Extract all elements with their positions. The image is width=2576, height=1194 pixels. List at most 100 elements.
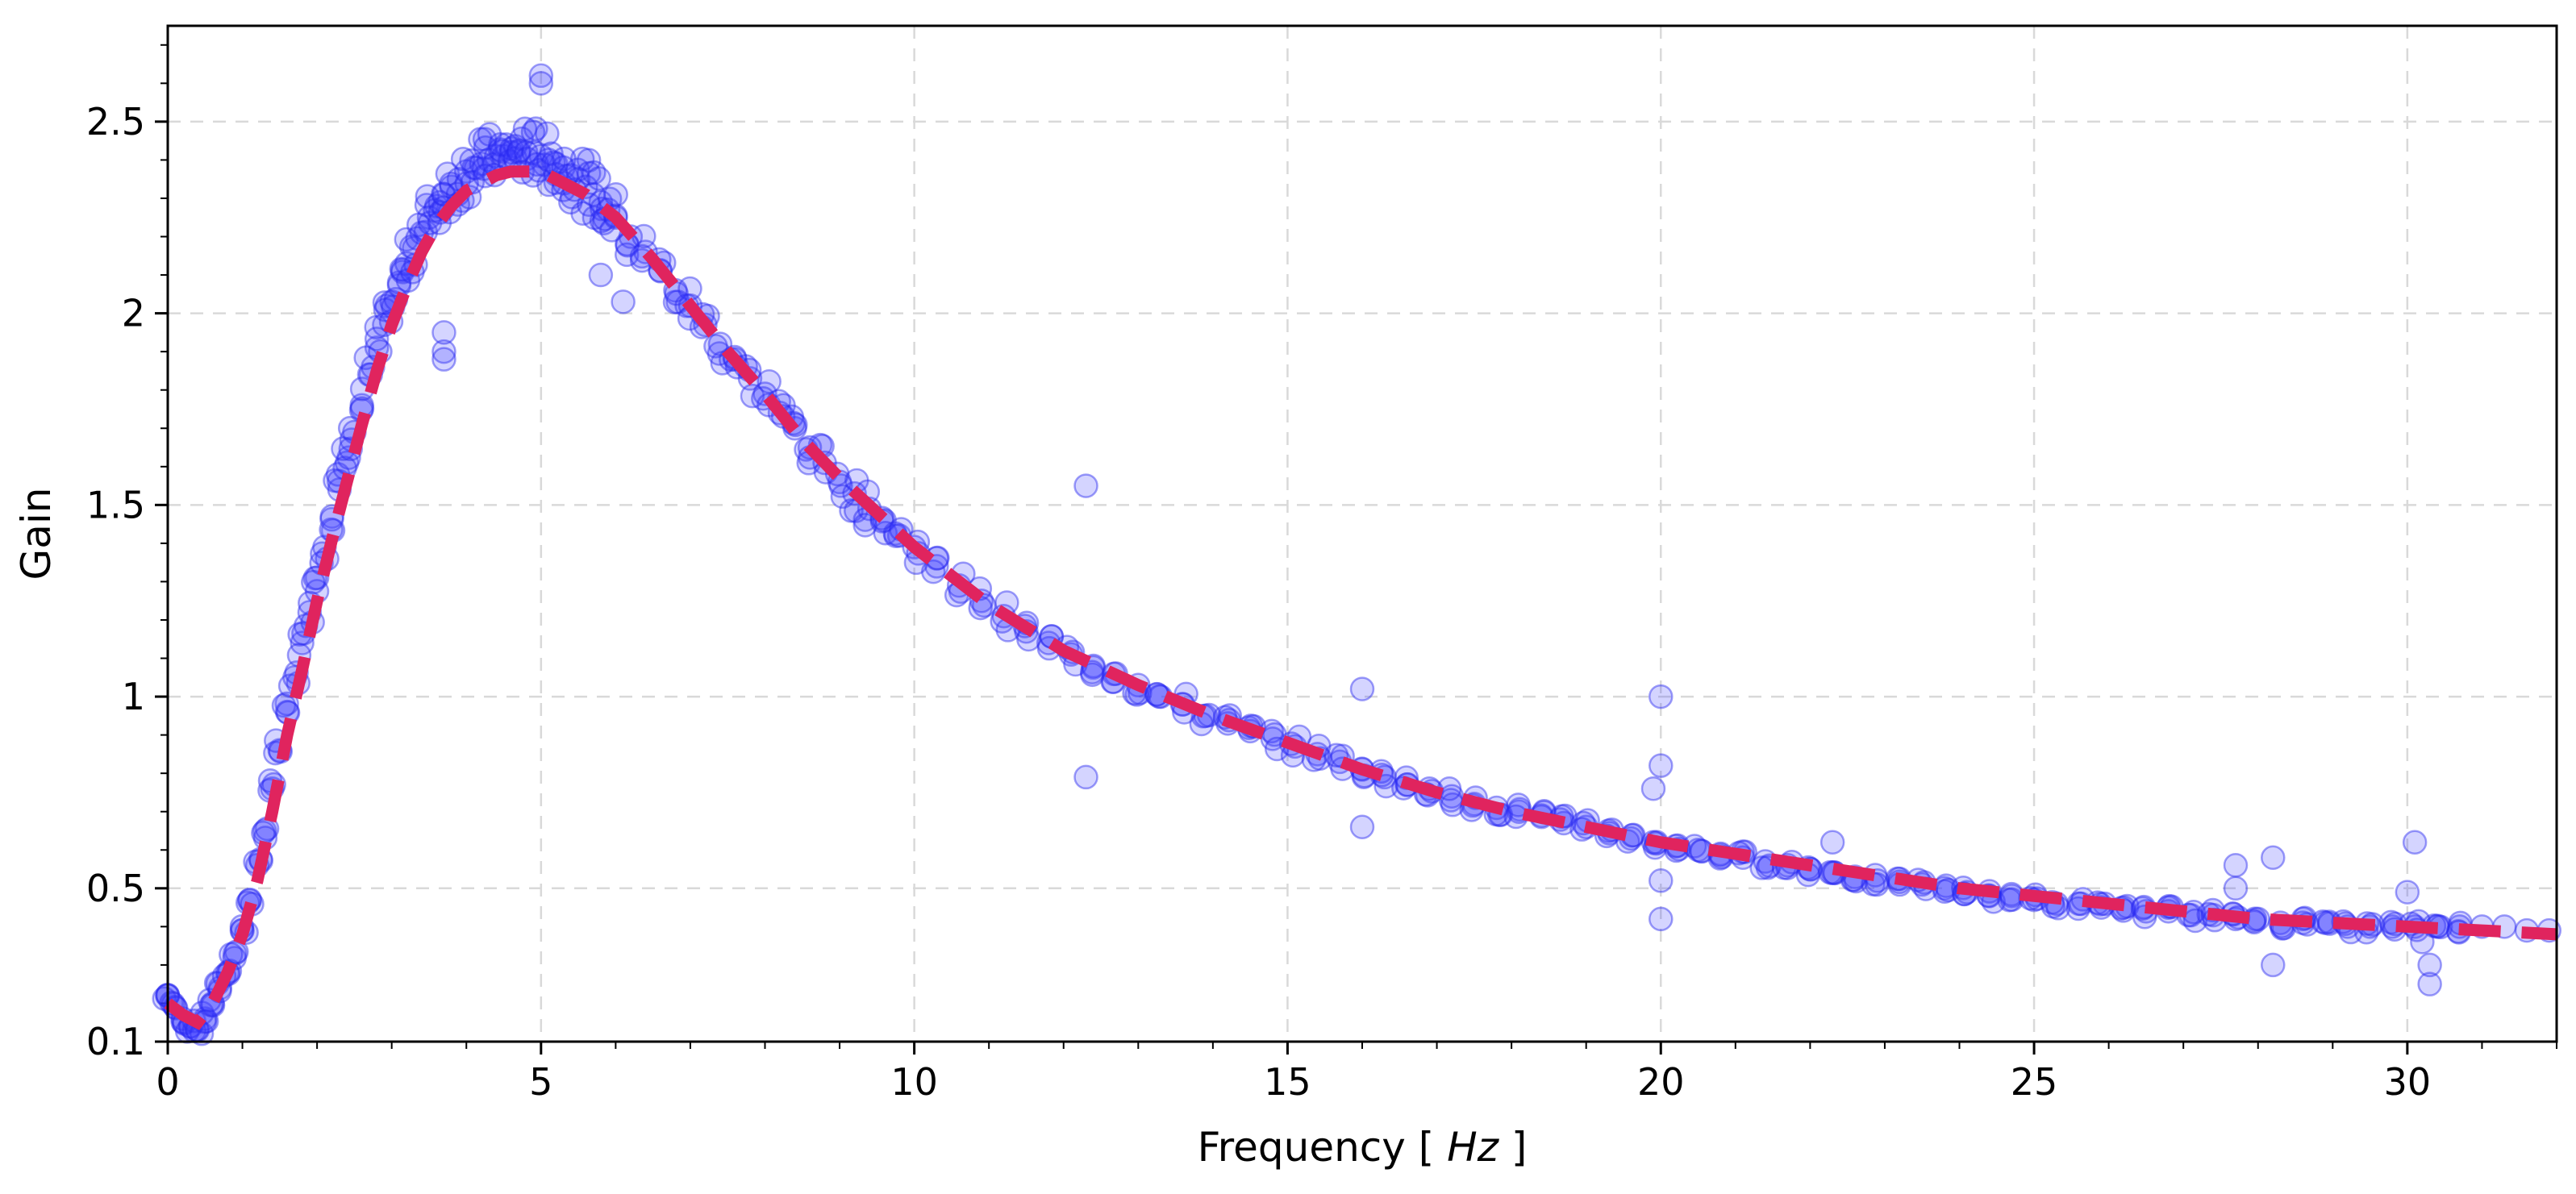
scatter-point [498, 139, 524, 165]
scatter-point [2395, 880, 2420, 905]
scatter-point [488, 132, 513, 157]
scatter-point [703, 334, 728, 359]
scatter-point [921, 559, 946, 585]
scatter-point [539, 141, 564, 166]
scatter-point [576, 148, 602, 173]
scatter-point [1649, 868, 1674, 893]
scatter-point [435, 161, 461, 186]
scatter-point [469, 151, 494, 177]
scatter-point [586, 166, 611, 191]
scatter-point [301, 569, 326, 595]
scatter-point [1073, 473, 1098, 498]
scatter-point [2410, 930, 2435, 955]
scatter-point [473, 135, 498, 160]
x-tick-label: 10 [890, 1060, 938, 1104]
scatter-point [274, 691, 299, 717]
scatter-point [581, 160, 606, 185]
scatter-point [757, 368, 782, 394]
scatter-point [364, 327, 390, 352]
x-axis-ticks: 0 5 10 15 20 25 30 [156, 1042, 2431, 1104]
scatter-point [439, 171, 464, 197]
scatter-point [1349, 676, 1375, 701]
scatter-point [502, 134, 528, 159]
fit-curve-line [164, 165, 2557, 1030]
scatter-point [588, 262, 614, 288]
x-axis-label: Frequency [ Hz ] [1198, 1124, 1528, 1171]
x-tick-label: 5 [529, 1060, 552, 1104]
scatter-point [2402, 830, 2428, 855]
scatter-point [528, 71, 554, 96]
scatter-point [536, 148, 561, 173]
scatter-point [417, 210, 443, 235]
scatter-point [603, 182, 628, 207]
scatter-point [476, 148, 502, 173]
scatter-point [461, 155, 486, 181]
scatter-point [565, 157, 590, 183]
scatter-point [570, 201, 595, 226]
scatter-point [431, 347, 456, 372]
scatter-point [2261, 952, 2286, 978]
scatter-point [2182, 908, 2208, 934]
scatter-point [576, 160, 602, 186]
x-tick-label: 15 [1264, 1060, 1311, 1104]
scatter-point [487, 137, 513, 162]
scatter-point [631, 223, 657, 249]
scatter-point [2417, 971, 2442, 996]
scatter-point [1749, 855, 1774, 880]
y-tick-label: 2.5 [86, 100, 145, 144]
scatter-point [707, 331, 733, 356]
scatter-point [472, 127, 498, 152]
scatter-point [1640, 776, 1666, 801]
scatter-point [1349, 814, 1375, 839]
y-axis-ticks: 0.1 0.5 1 1.5 2 2.5 [86, 100, 168, 1063]
scatter-point [414, 193, 440, 218]
scatter-point [1373, 773, 1398, 799]
scatter-point [459, 148, 484, 173]
x-tick-label: 0 [156, 1060, 179, 1104]
scatter-point [1323, 743, 1349, 768]
x-axis-label-unit: Hz [1447, 1124, 1500, 1171]
scatter-point [450, 146, 476, 172]
x-axis-label-close: ] [1498, 1124, 1527, 1171]
scatter-point [499, 136, 524, 161]
scatter-point [552, 146, 577, 172]
scatter-point [489, 139, 515, 164]
scatter-point [2223, 853, 2249, 878]
scatter-point [924, 554, 949, 579]
scatter-point [251, 820, 276, 846]
scatter-point [521, 139, 546, 165]
y-tick-label: 2 [122, 292, 145, 335]
scatter-point [839, 498, 864, 523]
scatter-point [852, 513, 877, 538]
scatter-point [290, 630, 315, 655]
x-tick-label: 20 [1637, 1060, 1685, 1104]
scatter-point [431, 339, 456, 364]
scatter-point [2417, 952, 2442, 978]
scatter-point [1073, 764, 1098, 790]
scatter-point [431, 181, 456, 206]
scatter-point [431, 320, 456, 345]
scatter-point [1506, 793, 1531, 817]
scatter-point [1649, 906, 1674, 932]
scatter-point [740, 383, 765, 409]
plot-frame [166, 24, 2558, 1043]
y-tick-label: 1 [122, 675, 145, 718]
scatter-points [152, 63, 2561, 1046]
scatter-point [523, 116, 548, 141]
scatter-point [1262, 722, 1287, 747]
scatter-point [531, 152, 557, 177]
scatter-point [520, 119, 546, 145]
scatter-point [1080, 662, 1105, 688]
scatter-point [524, 152, 550, 177]
scatter-point [454, 159, 479, 184]
scatter-point [611, 289, 636, 314]
scatter-point [506, 139, 531, 165]
y-axis-label: Gain [13, 488, 60, 580]
scatter-point [463, 156, 489, 181]
scatter-point [477, 122, 502, 147]
grid-lines [168, 26, 2557, 1042]
x-axis-label-text: Frequency [ [1198, 1124, 1448, 1171]
scatter-point [614, 242, 640, 268]
scatter-point [415, 184, 440, 209]
